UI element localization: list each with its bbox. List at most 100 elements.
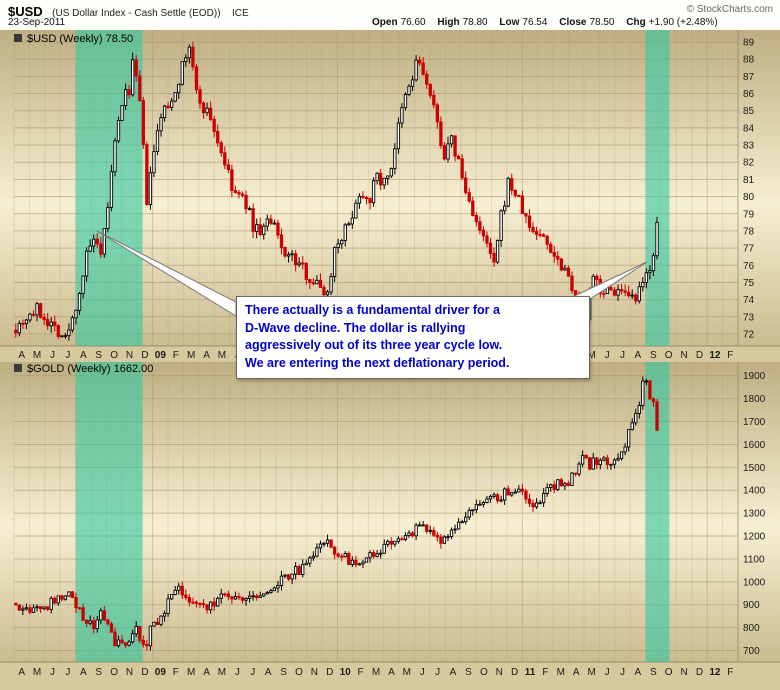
svg-text:89: 89 (743, 38, 755, 49)
svg-text:A: A (203, 667, 210, 678)
svg-text:J: J (235, 667, 240, 678)
svg-text:A: A (18, 350, 25, 361)
svg-text:M: M (372, 667, 380, 678)
svg-text:O: O (295, 667, 303, 678)
svg-text:D: D (141, 350, 148, 361)
svg-text:D: D (696, 350, 703, 361)
svg-text:M: M (33, 667, 41, 678)
chart-header: $USD (US Dollar Index - Cash Settle (EOD… (0, 0, 780, 30)
svg-text:85: 85 (743, 106, 755, 117)
svg-text:J: J (50, 350, 55, 361)
svg-text:88: 88 (743, 55, 755, 66)
svg-text:M: M (187, 350, 195, 361)
svg-text:12: 12 (709, 667, 721, 678)
annotation-line-4: We are entering the next deflationary pe… (245, 355, 510, 370)
svg-text:N: N (496, 667, 503, 678)
svg-text:82: 82 (743, 158, 755, 169)
svg-text:D: D (511, 667, 518, 678)
svg-text:1100: 1100 (743, 554, 765, 565)
svg-text:M: M (403, 667, 411, 678)
svg-text:S: S (280, 667, 287, 678)
open-label: Open (372, 17, 398, 28)
high-label: High (437, 17, 460, 28)
svg-text:N: N (126, 350, 133, 361)
svg-text:M: M (218, 350, 226, 361)
exchange-label: ICE (231, 8, 249, 19)
chart-date: 23-Sep-2011 (8, 17, 66, 28)
svg-text:09: 09 (155, 667, 167, 678)
svg-text:A: A (450, 667, 457, 678)
svg-text:800: 800 (743, 623, 760, 634)
ohlc-quote-row: Open 76.60 High 78.80 Low 76.54 Close 78.50 … (372, 17, 727, 28)
annotation-line-2: D-Wave decline. The dollar is rallying (245, 320, 466, 335)
svg-text:83: 83 (743, 141, 755, 152)
svg-text:F: F (358, 667, 364, 678)
svg-text:77: 77 (743, 244, 755, 255)
svg-text:A: A (80, 350, 87, 361)
svg-text:A: A (388, 667, 395, 678)
svg-text:J: J (435, 667, 440, 678)
svg-text:O: O (110, 667, 118, 678)
svg-text:O: O (110, 350, 118, 361)
svg-text:1500: 1500 (743, 463, 766, 474)
svg-text:M: M (33, 350, 41, 361)
chg-value: +1.90 (+2.48%) (648, 17, 718, 28)
low-value: 76.54 (522, 17, 548, 28)
svg-text:09: 09 (155, 350, 167, 361)
svg-text:D: D (326, 667, 333, 678)
annotation-box: There actually is a fundamental driver f… (236, 296, 590, 379)
chg-label: Chg (626, 17, 646, 28)
svg-text:1300: 1300 (743, 509, 766, 520)
svg-text:M: M (557, 667, 565, 678)
low-label: Low (499, 17, 520, 28)
svg-text:76: 76 (743, 261, 755, 272)
svg-text:S: S (95, 667, 102, 678)
svg-text:86: 86 (743, 89, 755, 100)
svg-text:1400: 1400 (743, 486, 766, 497)
svg-text:O: O (665, 667, 673, 678)
svg-text:J: J (50, 667, 55, 678)
high-value: 78.80 (462, 17, 488, 28)
svg-text:M: M (218, 667, 226, 678)
svg-text:M: M (587, 667, 595, 678)
gold-candlesticks (14, 376, 659, 651)
svg-text:M: M (587, 350, 595, 361)
svg-text:O: O (480, 667, 488, 678)
svg-text:1700: 1700 (743, 417, 766, 428)
svg-text:J: J (65, 667, 70, 678)
svg-text:A: A (80, 667, 87, 678)
svg-text:J: J (420, 667, 425, 678)
svg-text:1200: 1200 (743, 532, 766, 543)
svg-text:D: D (141, 667, 148, 678)
svg-text:J: J (605, 350, 610, 361)
svg-text:700: 700 (743, 646, 760, 657)
close-value: 78.50 (589, 17, 615, 28)
svg-text:O: O (665, 350, 673, 361)
svg-text:11: 11 (525, 667, 536, 678)
svg-text:81: 81 (743, 175, 755, 186)
gold-xaxis-labels: A M J J A S O N D 09 F M A M J J A S O N D 10 F M A M J J A S O N D 11 F M A… (18, 667, 733, 678)
svg-text:72: 72 (743, 329, 755, 340)
svg-text:N: N (126, 667, 133, 678)
svg-text:N: N (680, 667, 687, 678)
svg-text:12: 12 (709, 350, 721, 361)
svg-text:N: N (680, 350, 687, 361)
open-value: 76.60 (400, 17, 426, 28)
svg-text:S: S (465, 667, 472, 678)
annotation-line-3: aggressively out of its three year cycle… (245, 338, 503, 352)
svg-text:1600: 1600 (743, 440, 766, 451)
usd-panel-marker-icon (14, 34, 22, 42)
usd-panel-title: $USD (Weekly) 78.50 (27, 33, 133, 45)
svg-text:78: 78 (743, 226, 755, 237)
svg-text:M: M (187, 667, 195, 678)
gold-panel-marker-icon (14, 364, 22, 372)
svg-text:A: A (18, 667, 25, 678)
title-row: $USD (US Dollar Index - Cash Settle (EOD… (8, 3, 249, 21)
svg-text:A: A (203, 350, 210, 361)
gold-highlight-bands (75, 362, 670, 662)
svg-text:A: A (635, 350, 642, 361)
svg-text:900: 900 (743, 600, 760, 611)
